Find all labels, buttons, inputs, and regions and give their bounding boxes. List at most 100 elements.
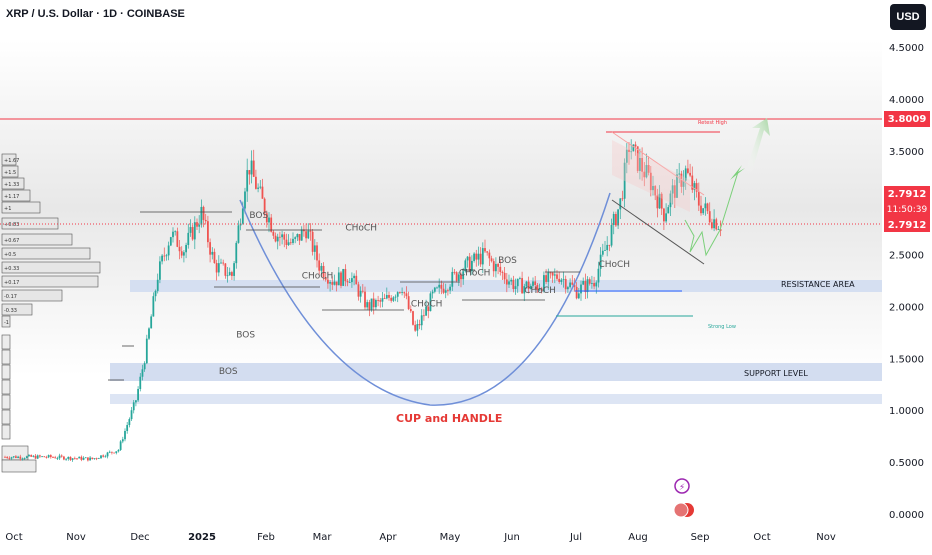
candle-body: [695, 183, 698, 192]
candle-body: [503, 272, 506, 280]
candle-body: [169, 237, 172, 246]
projection-path: [684, 171, 739, 257]
candle-body: [222, 262, 225, 264]
candle-body: [333, 281, 336, 285]
projection-arrow-head: [730, 165, 745, 180]
candle-body: [257, 187, 259, 189]
volume-profile-label: +1.17: [4, 194, 19, 200]
event-icon[interactable]: [674, 478, 690, 494]
candle-body: [510, 279, 513, 282]
candle-body: [599, 254, 602, 269]
candle-body: [342, 268, 345, 286]
candle-body: [49, 455, 52, 458]
candle-body: [604, 250, 606, 251]
candle-body: [268, 217, 270, 223]
candle-body: [45, 457, 48, 458]
candle-body: [464, 260, 467, 272]
candle-body: [628, 149, 630, 152]
candle-body: [309, 230, 312, 232]
candle-body: [270, 217, 273, 232]
candle-body: [91, 457, 94, 460]
candle-body: [593, 283, 595, 287]
candle-body: [656, 195, 659, 209]
volume-profile-bar: [1, 349, 11, 365]
candle-body: [36, 455, 39, 459]
candle-body: [73, 458, 76, 460]
candle-body: [527, 281, 530, 290]
volume-profile-label: -1: [4, 320, 9, 326]
candle-body: [610, 224, 613, 246]
candle-body: [150, 316, 153, 329]
candle-body: [543, 275, 545, 292]
structure-label: CHoCH: [345, 224, 377, 234]
candle-body: [479, 253, 482, 265]
structure-label: BOS: [498, 256, 517, 266]
candle-body: [167, 245, 170, 256]
candle-body: [102, 455, 105, 457]
us-flag-icon-2[interactable]: [673, 502, 689, 518]
candle-body: [639, 158, 641, 171]
candle-body: [4, 456, 6, 458]
candle-body: [641, 158, 643, 172]
candle-body: [292, 238, 294, 243]
candle-body: [612, 213, 615, 225]
candle-body: [370, 298, 373, 310]
strong-low-label: Strong Low: [708, 324, 736, 330]
candle-body: [601, 250, 604, 255]
candle-body: [449, 286, 451, 291]
candle-body: [643, 171, 646, 178]
volume-profile-bar: [1, 424, 11, 440]
candle-body: [65, 458, 67, 460]
volume-profile-label: +1.33: [4, 182, 19, 188]
volume-profile-bar: [1, 189, 31, 202]
candle-body: [357, 284, 360, 297]
candle-body: [691, 175, 694, 190]
y-tick-label: 1.5000: [889, 354, 924, 365]
x-tick-label: 2025: [188, 532, 216, 543]
volume-profile-label: -0.33: [4, 308, 17, 314]
candle-body: [313, 245, 316, 252]
candle-body: [586, 279, 589, 293]
candle-body: [108, 451, 111, 453]
candle-body: [104, 456, 107, 458]
currency-button[interactable]: USD: [890, 4, 926, 30]
candle-body: [551, 272, 554, 276]
candle-body: [80, 456, 83, 460]
candle-body: [307, 230, 310, 239]
candle-body: [366, 302, 369, 308]
candle-body: [185, 244, 187, 253]
handle-area: [612, 140, 690, 212]
candle-body: [335, 281, 338, 286]
structure-label: CHoCH: [459, 268, 491, 278]
candle-body: [76, 458, 78, 460]
volume-profile-bar: [1, 201, 41, 214]
candle-body: [279, 236, 281, 238]
candle-body: [368, 302, 371, 310]
candle-body: [78, 456, 81, 459]
candle-body: [28, 454, 30, 457]
candle-body: [540, 288, 543, 292]
candle-body: [137, 388, 139, 401]
candle-body: [115, 451, 118, 454]
candle-body: [56, 458, 59, 460]
candle-body: [58, 455, 61, 459]
candle-body: [396, 292, 399, 297]
candle-body: [706, 203, 709, 212]
candle-body: [451, 271, 454, 287]
candle-body: [178, 246, 181, 252]
y-tick-label: 0.0000: [889, 510, 924, 521]
candle-body: [93, 458, 96, 460]
structure-label: BOS: [249, 211, 268, 221]
candle-body: [346, 281, 349, 283]
candle-body: [8, 457, 11, 459]
candle-body: [401, 292, 403, 293]
candle-body: [97, 458, 100, 459]
volume-profile-bar: [1, 247, 91, 260]
candle-body: [564, 278, 567, 290]
structure-markers: BOS BOS BOS CHoCH CHoCH CHoCH CHoCH BOS CHoCH CHo…: [108, 211, 630, 381]
candle-body: [715, 219, 718, 230]
candle-body: [431, 291, 434, 294]
volume-profile-bar: [1, 334, 11, 350]
candle-body: [183, 252, 185, 256]
